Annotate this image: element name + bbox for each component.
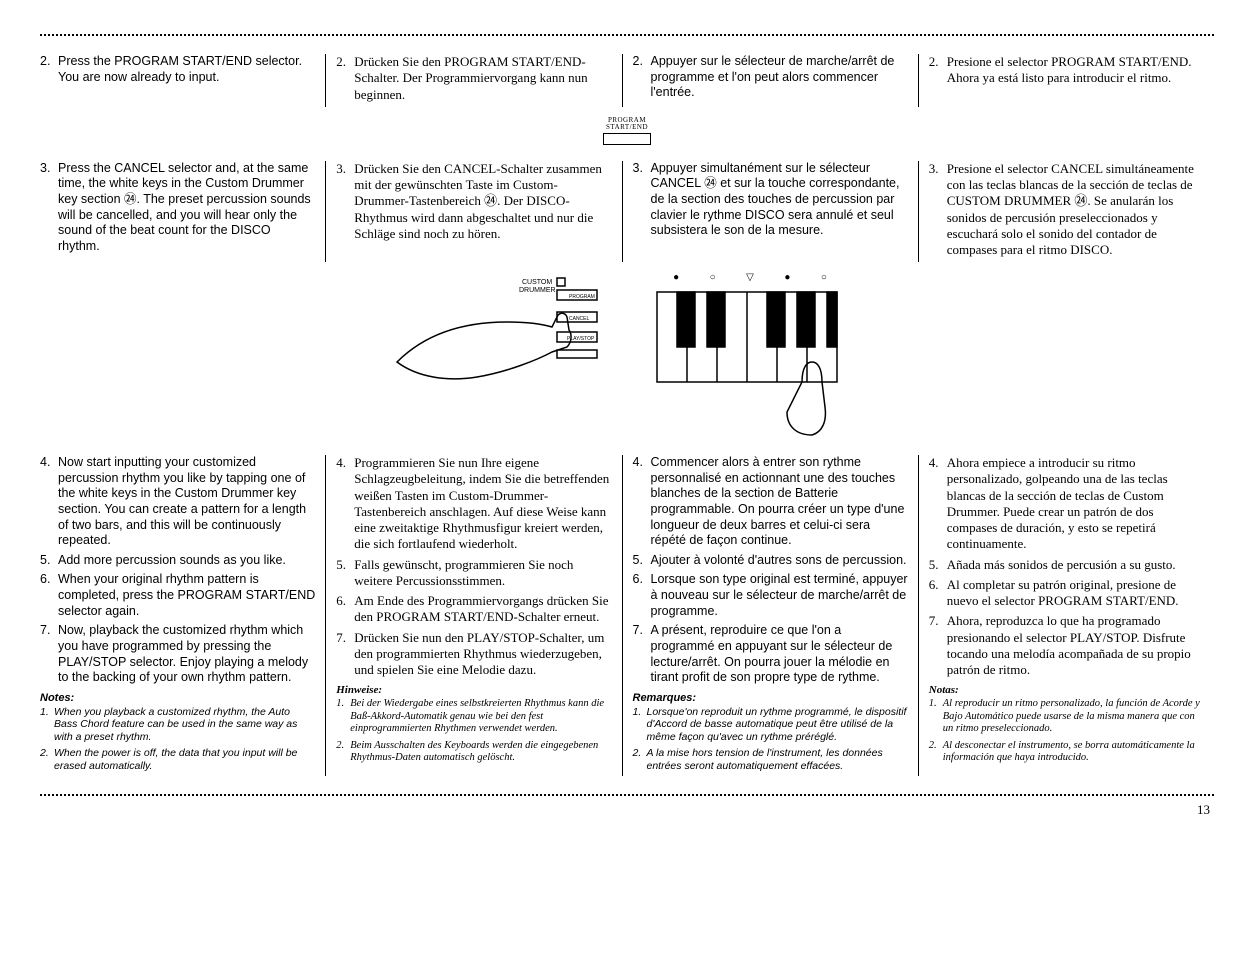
page-number: 13 [40,802,1214,818]
step-text: Appuyer simultanément sur le sélecteur C… [651,161,908,239]
step-text: Presione el selector CANCEL simultáneame… [947,161,1204,259]
col-es: 4.Ahora empiece a introducir su ritmo pe… [919,455,1214,776]
step-text: Appuyer sur le sélecteur de marche/arrêt… [651,54,908,101]
step-num: 5. [336,557,354,590]
step-num: 3. [929,161,947,259]
note-text: Beim Ausschalten des Keyboards werden di… [350,740,611,765]
step-num: 6. [633,572,651,619]
svg-text:CANCEL: CANCEL [569,316,590,322]
step-num: 7. [336,630,354,679]
step-text: Programmieren Sie nun Ihre eigene Schlag… [354,455,611,553]
step-num: 2. [929,54,947,87]
row-steps4-7: 4.Now start inputting your customized pe… [40,455,1214,776]
note-text: Al desconectar el instrumento, se borra … [943,740,1204,765]
note-text: When you playback a customized rhythm, t… [54,706,315,744]
row-step2: 2. Press the PROGRAM START/END selector.… [40,54,1214,107]
step-text: Ajouter à volonté d'autres sons de percu… [651,553,908,569]
step-text: Falls gewünscht, programmieren Sie noch … [354,557,611,590]
step-text: Añada más sonidos de percusión a su gust… [947,557,1204,573]
note-num: 2. [336,740,350,765]
col-de: 3. Drücken Sie den CANCEL-Schalter zusam… [326,161,622,263]
step-text: Add more percussion sounds as you like. [58,553,315,569]
note-num: 2. [40,747,54,772]
keyboard-illustration: ● ○ ▽ ● ○ [647,272,867,441]
col-en: 2. Press the PROGRAM START/END selector.… [40,54,326,107]
col-de: 2. Drücken Sie den PROGRAM START/END-Sch… [326,54,622,107]
step-num: 2. [633,54,651,101]
step-text: Lorsque son type original est terminé, a… [651,572,908,619]
step-num: 5. [40,553,58,569]
col-fr: 4.Commencer alors à entrer son rythme pe… [623,455,919,776]
col-en: 3. Press the CANCEL selector and, at the… [40,161,326,263]
keyboard-hand-icon [647,287,867,437]
svg-text:PROGRAM: PROGRAM [569,294,595,300]
step-num: 6. [40,572,58,619]
col-fr: 2. Appuyer sur le sélecteur de marche/ar… [623,54,919,107]
step-text: A présent, reproduire ce que l'on a prog… [651,623,908,686]
step-text: Drücken Sie nun den PLAY/STOP-Schalter, … [354,630,611,679]
step-num: 7. [929,613,947,678]
step-num: 5. [929,557,947,573]
hand-button-icon: CUSTOM DRUMMER PROGRAM CANCEL PLAY/STOP [387,272,607,422]
col-de: 4.Programmieren Sie nun Ihre eigene Schl… [326,455,622,776]
row-step3: 3. Press the CANCEL selector and, at the… [40,161,1214,263]
step-text: Now, playback the customized rhythm whic… [58,623,315,686]
step-num: 4. [929,455,947,553]
percussion-icons: ● ○ ▽ ● ○ [647,272,867,285]
note-num: 1. [929,698,943,736]
step-num: 3. [633,161,651,239]
step-text: Now start inputting your customized perc… [58,455,315,549]
step-num: 4. [633,455,651,549]
note-text: When the power is off, the data that you… [54,747,315,772]
step-text: When your original rhythm pattern is com… [58,572,315,619]
col-en: 4.Now start inputting your customized pe… [40,455,326,776]
step-num: 3. [336,161,354,242]
step-num: 2. [336,54,354,103]
note-num: 2. [929,740,943,765]
top-rule [40,34,1214,36]
illustration-hands-keyboard: CUSTOM DRUMMER PROGRAM CANCEL PLAY/STOP … [40,272,1214,441]
notes-head: Remarques: [633,692,908,706]
svg-text:CUSTOM: CUSTOM [522,279,552,286]
bottom-rule [40,794,1214,796]
step-text: Press the CANCEL selector and, at the sa… [58,161,315,255]
col-es: 2. Presione el selector PROGRAM START/EN… [919,54,1214,107]
button-label-2: START/END [603,124,651,131]
step-text: Al completar su patrón original, presion… [947,577,1204,610]
step-num: 6. [929,577,947,610]
notes-head: Hinweise: [336,684,611,698]
step-text: Press the PROGRAM START/END selector. Yo… [58,54,315,85]
step-text: Ahora, reproduzca lo que ha programado p… [947,613,1204,678]
step-num: 7. [40,623,58,686]
note-num: 1. [336,698,350,736]
svg-text:DRUMMER: DRUMMER [519,287,556,294]
step-text: Drücken Sie den PROGRAM START/END-Schalt… [354,54,611,103]
step-num: 4. [40,455,58,549]
step-text: Ahora empiece a introducir su ritmo pers… [947,455,1204,553]
step-num: 3. [40,161,58,255]
note-text: A la mise hors tension de l'instrument, … [647,747,908,772]
note-text: Al reproducir un ritmo personalizado, la… [943,698,1204,736]
step-text: Commencer alors à entrer son rythme pers… [651,455,908,549]
notes-head: Notes: [40,692,315,706]
note-num: 1. [633,706,647,744]
col-fr: 3. Appuyer simultanément sur le sélecteu… [623,161,919,263]
notes-head: Notas: [929,684,1204,698]
step-text: Presione el selector PROGRAM START/END. … [947,54,1204,87]
col-es: 3. Presione el selector CANCEL simultáne… [919,161,1214,263]
step-num: 6. [336,593,354,626]
step-text: Am Ende des Programmiervorgangs drücken … [354,593,611,626]
step-num: 7. [633,623,651,686]
step-text: Drücken Sie den CANCEL-Schalter zusammen… [354,161,611,242]
button-rect [603,133,651,145]
note-text: Lorsque'on reproduit un rythme programmé… [647,706,908,744]
step-num: 2. [40,54,58,85]
note-text: Bei der Wiedergabe eines selbstkreierten… [350,698,611,736]
diagram-program-button: PROGRAM START/END [40,117,1214,147]
note-num: 2. [633,747,647,772]
step-num: 4. [336,455,354,553]
step-num: 5. [633,553,651,569]
note-num: 1. [40,706,54,744]
